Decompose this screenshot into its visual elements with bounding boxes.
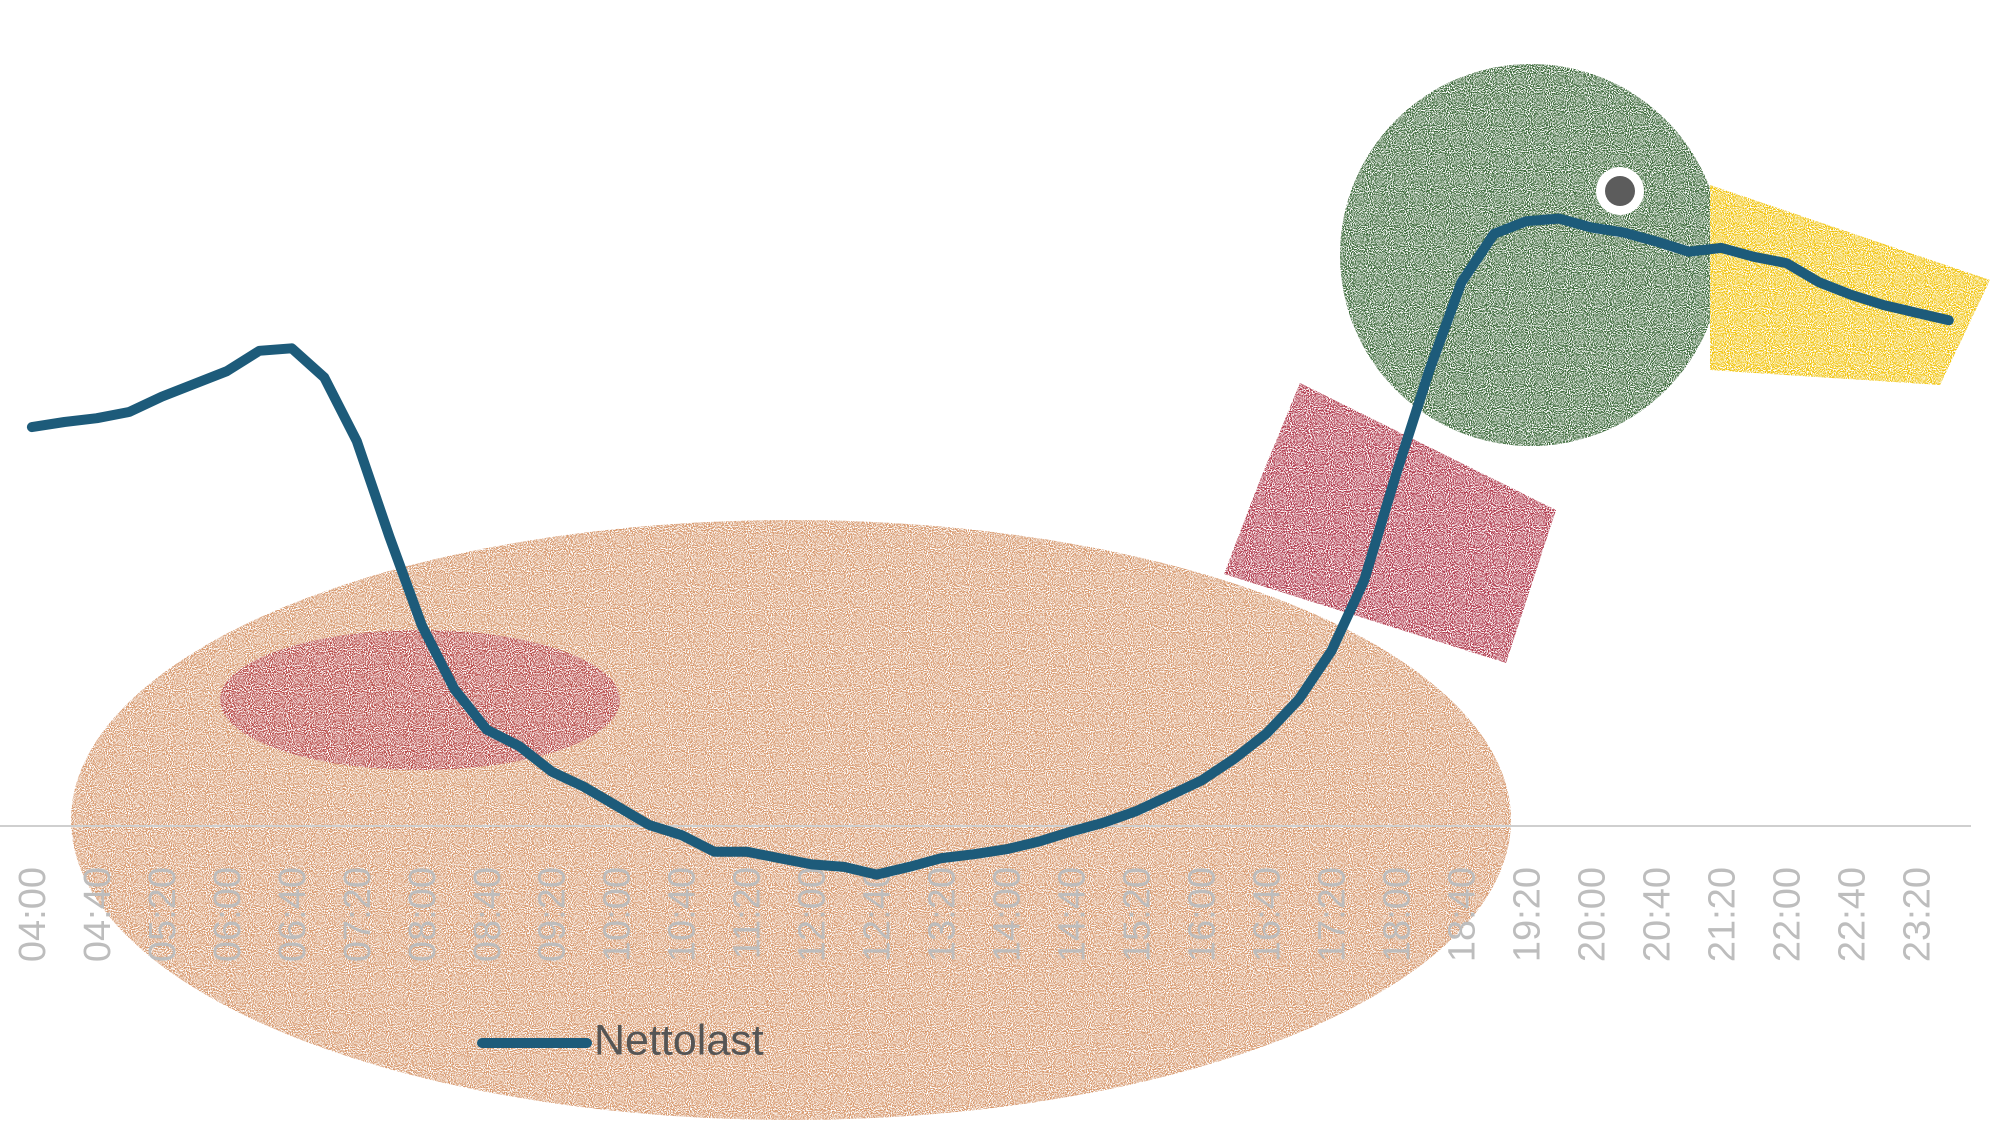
x-tick-label: 20:40: [1636, 867, 1678, 962]
x-tick-label: 23:20: [1896, 867, 1938, 962]
x-tick-label: 19:20: [1506, 867, 1548, 962]
x-tick-label: 13:20: [922, 867, 964, 962]
duck-neck: [1224, 383, 1556, 663]
body-patch: [220, 630, 620, 770]
x-tick-label: 05:20: [142, 867, 184, 962]
x-tick-label: 12:40: [857, 867, 899, 962]
x-tick-label: 22:00: [1766, 867, 1808, 962]
x-tick-label: 18:40: [1441, 867, 1483, 962]
x-tick-label: 06:00: [207, 867, 249, 962]
x-tick-label: 07:20: [337, 867, 379, 962]
x-tick-label: 12:00: [792, 867, 834, 962]
x-tick-label: 10:00: [597, 867, 639, 962]
legend-label: Nettolast: [594, 1016, 764, 1064]
x-tick-label: 15:20: [1117, 867, 1159, 962]
duck-beak: [1710, 185, 1990, 385]
x-tick-label: 22:40: [1831, 867, 1873, 962]
x-tick-label: 16:00: [1182, 867, 1224, 962]
x-tick-label: 04:00: [12, 867, 54, 962]
duck-decoration: [71, 64, 1990, 1120]
x-tick-label: 14:40: [1052, 867, 1094, 962]
x-tick-label: 20:00: [1571, 867, 1613, 962]
x-tick-label: 10:40: [662, 867, 704, 962]
series-line: [26, 213, 1954, 880]
eye: [1605, 176, 1635, 206]
duck-body: [71, 520, 1511, 1120]
x-tick-label: 11:20: [727, 867, 769, 959]
x-tick-label: 09:20: [532, 867, 574, 962]
x-tick-label: 08:40: [467, 867, 509, 962]
x-tick-label: 16:40: [1247, 867, 1289, 962]
x-tick-label: 14:00: [987, 867, 1029, 962]
x-tick-label: 21:20: [1701, 867, 1743, 962]
x-tick-label: 17:20: [1312, 867, 1354, 962]
duck-head: [1340, 64, 1722, 446]
x-tick-label: 06:40: [272, 867, 314, 962]
x-tick-label: 04:40: [77, 867, 119, 962]
x-tick-label: 18:00: [1376, 867, 1418, 962]
x-tick-label: 08:00: [402, 867, 444, 962]
